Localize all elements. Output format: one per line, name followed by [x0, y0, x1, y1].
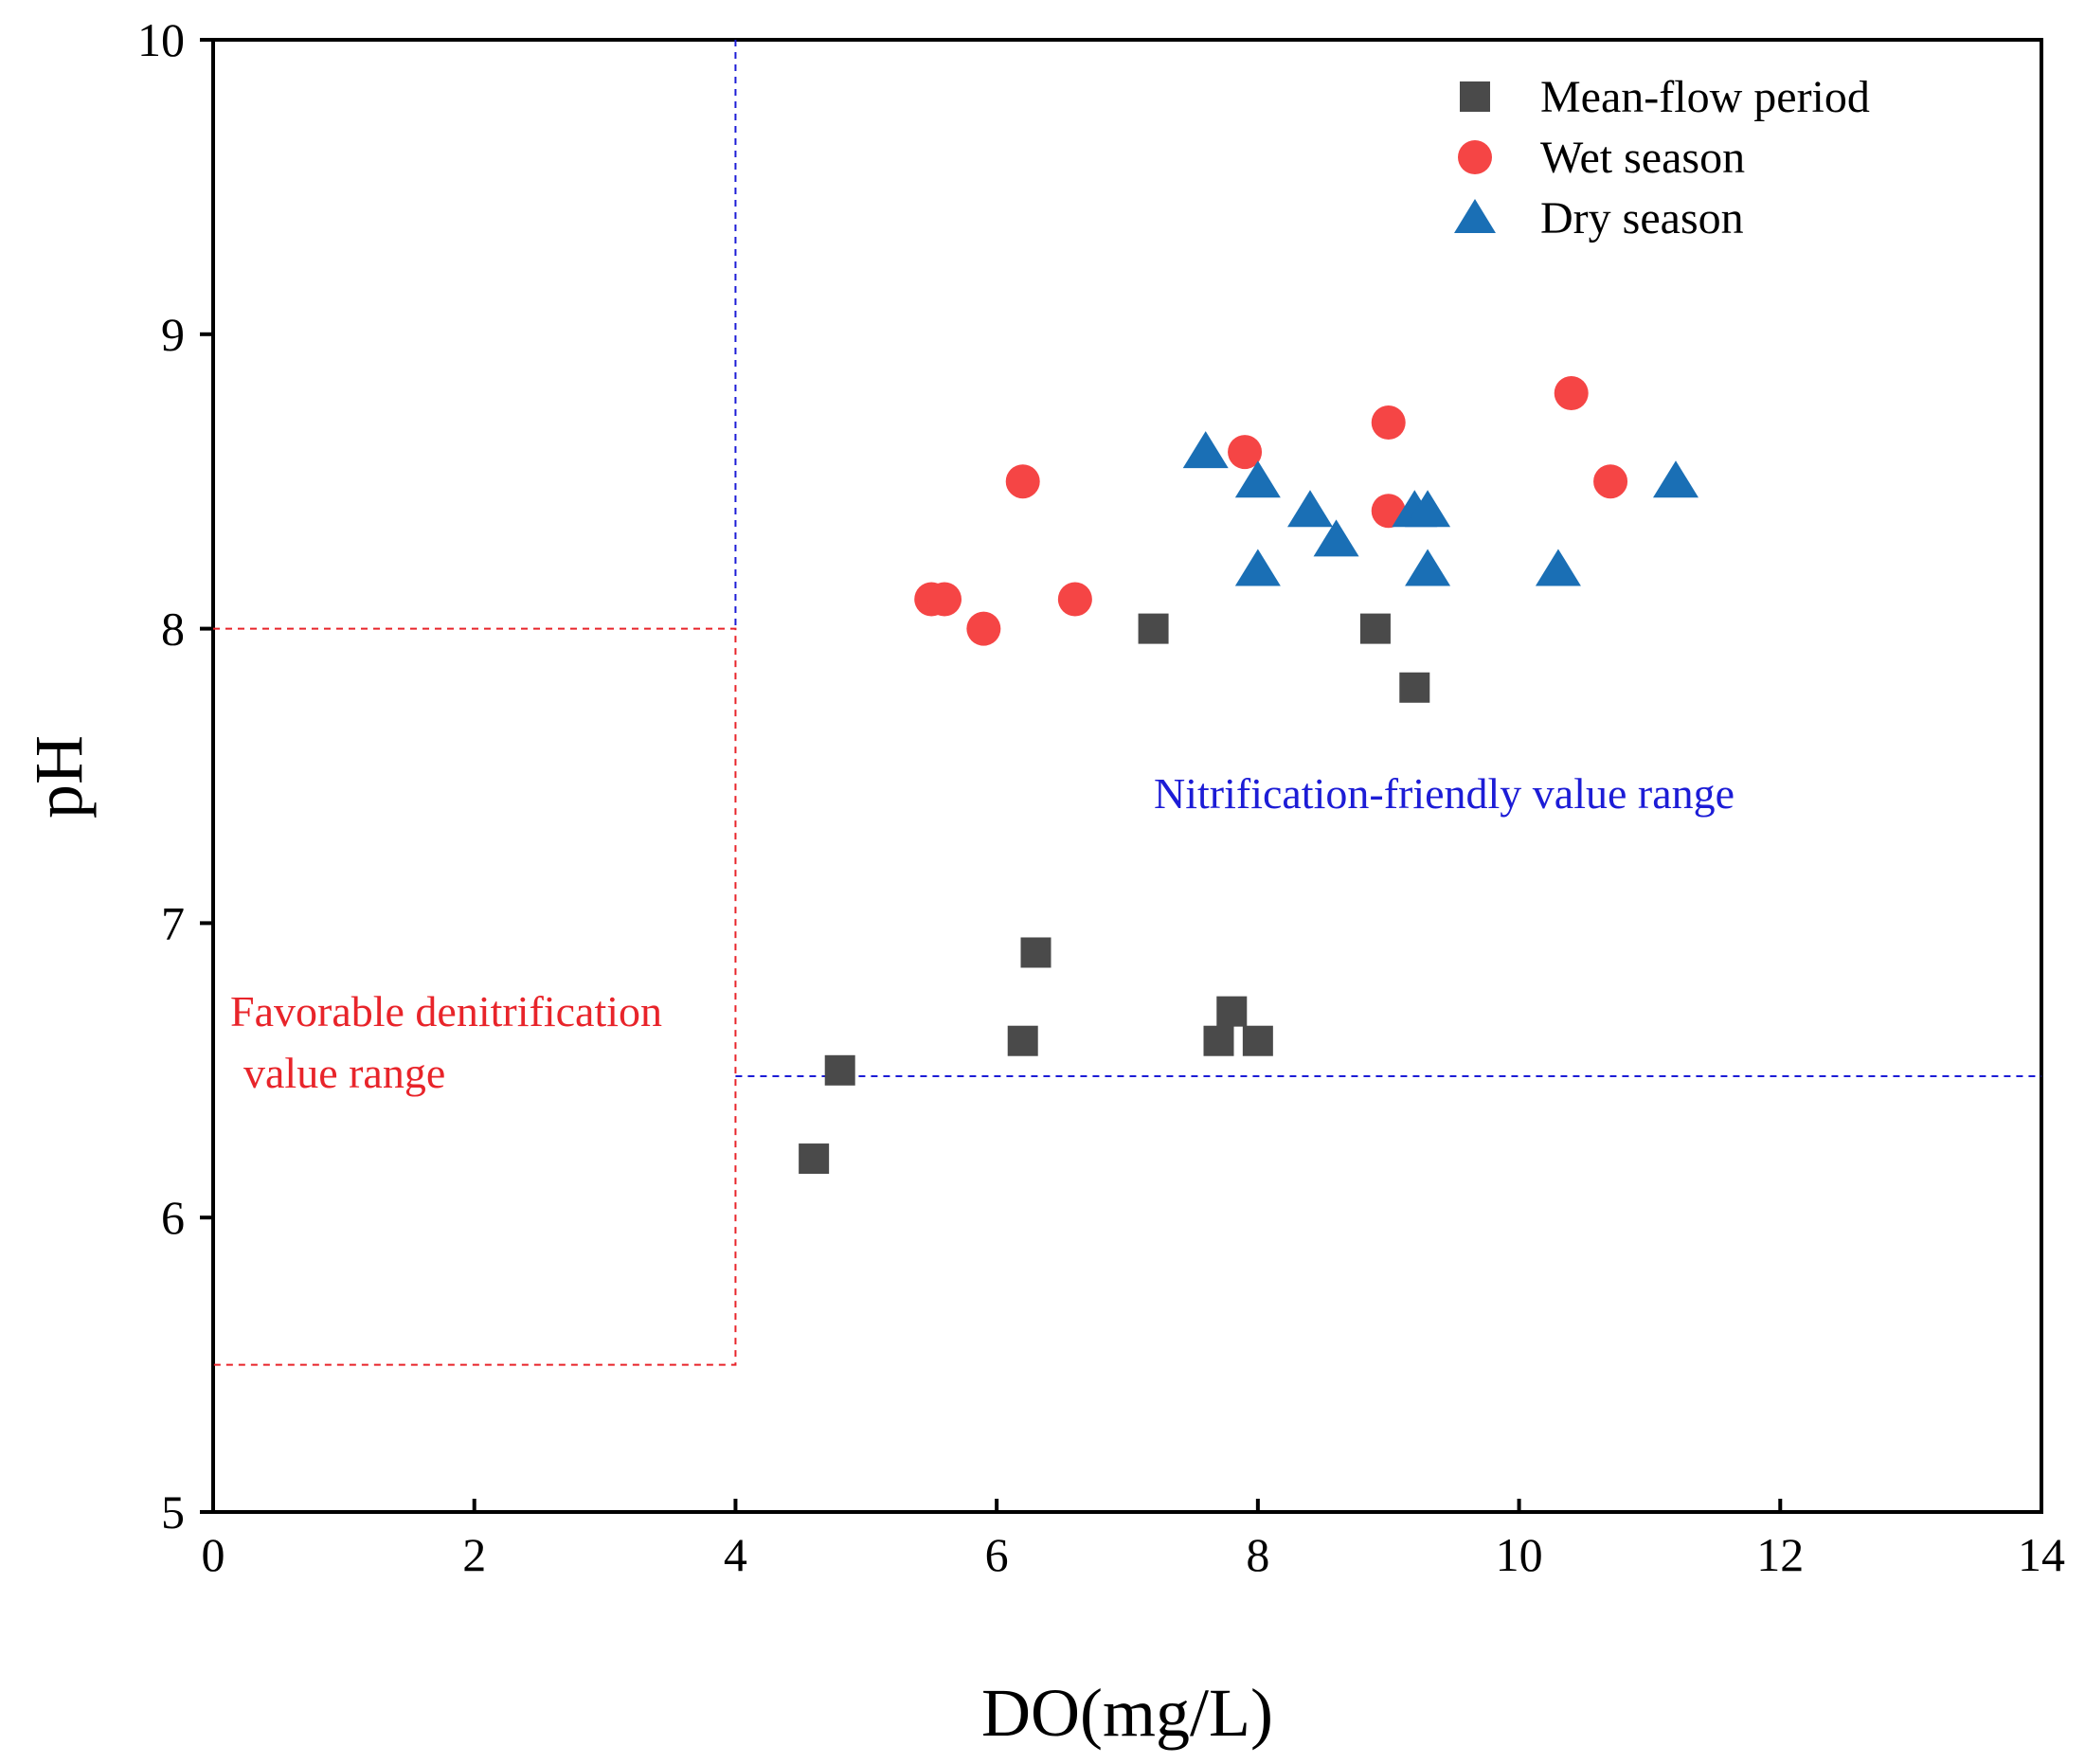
y-tick-label: 9	[161, 308, 185, 361]
denitrification-label-line1: Favorable denitrification	[230, 987, 662, 1035]
point-dry-season	[1234, 549, 1281, 586]
y-tick-label: 8	[161, 603, 185, 656]
point-mean-flow	[1203, 1025, 1234, 1056]
point-dry-season	[1405, 549, 1451, 586]
point-mean-flow	[1020, 937, 1051, 968]
point-mean-flow	[824, 1054, 855, 1086]
point-wet-season	[1228, 435, 1263, 470]
point-mean-flow	[1138, 613, 1169, 644]
x-tick-label: 0	[202, 1528, 225, 1581]
point-wet-season	[1593, 464, 1628, 499]
region-guides	[213, 40, 2041, 1366]
legend-marker-wet-season	[1458, 140, 1492, 174]
point-mean-flow	[1242, 1025, 1273, 1056]
point-mean-flow	[799, 1143, 830, 1175]
point-wet-season	[1005, 464, 1040, 499]
point-mean-flow	[1359, 613, 1391, 644]
point-mean-flow	[1216, 996, 1248, 1027]
point-dry-season	[1535, 549, 1581, 586]
point-mean-flow	[1399, 672, 1430, 703]
x-tick-label: 6	[985, 1528, 1009, 1581]
point-wet-season	[1057, 582, 1092, 617]
x-tick-label: 10	[1496, 1528, 1543, 1581]
point-wet-season	[1554, 375, 1589, 410]
point-wet-season	[927, 582, 962, 617]
x-tick-label: 2	[462, 1528, 486, 1581]
x-tick-label: 8	[1246, 1528, 1269, 1581]
point-dry-season	[1287, 490, 1333, 528]
y-tick-label: 5	[161, 1485, 185, 1539]
nitrification-label: Nitrification-friendly value range	[1154, 769, 1735, 818]
legend-label-mean-flow: Mean-flow period	[1540, 72, 1870, 122]
x-tick-label: 12	[1756, 1528, 1804, 1581]
point-dry-season	[1182, 431, 1229, 469]
y-tick-label: 10	[137, 13, 185, 66]
y-axis-ticks: 5 6 7 8 9 10	[137, 13, 213, 1539]
x-tick-label: 4	[724, 1528, 747, 1581]
legend-marker-dry-season	[1454, 199, 1496, 233]
plot-area-frame	[211, 38, 2043, 1514]
point-wet-season	[966, 611, 1001, 646]
point-dry-season	[1653, 460, 1699, 498]
x-axis-title: DO(mg/L)	[981, 1675, 1273, 1751]
point-dry-season	[1234, 460, 1281, 498]
legend-label-wet-season: Wet season	[1540, 133, 1745, 183]
data-points	[799, 375, 1699, 1175]
denitrification-label-line2: value range	[243, 1049, 445, 1097]
denitrification-region-line	[213, 627, 737, 1366]
legend-label-dry-season: Dry season	[1540, 193, 1744, 243]
x-tick-label: 14	[2018, 1528, 2065, 1581]
legend: Mean-flow period Wet season Dry season	[1454, 72, 1870, 243]
point-dry-season	[1405, 490, 1451, 528]
y-axis-title: pH	[21, 735, 97, 819]
point-dry-season	[1313, 519, 1359, 557]
legend-marker-mean-flow	[1460, 81, 1490, 112]
point-wet-season	[1371, 405, 1406, 441]
y-tick-label: 6	[161, 1191, 185, 1244]
x-axis-ticks: 0 2 4 6 8 10 12 14	[202, 1499, 2065, 1581]
point-mean-flow	[1007, 1025, 1038, 1056]
y-tick-label: 7	[161, 896, 185, 949]
